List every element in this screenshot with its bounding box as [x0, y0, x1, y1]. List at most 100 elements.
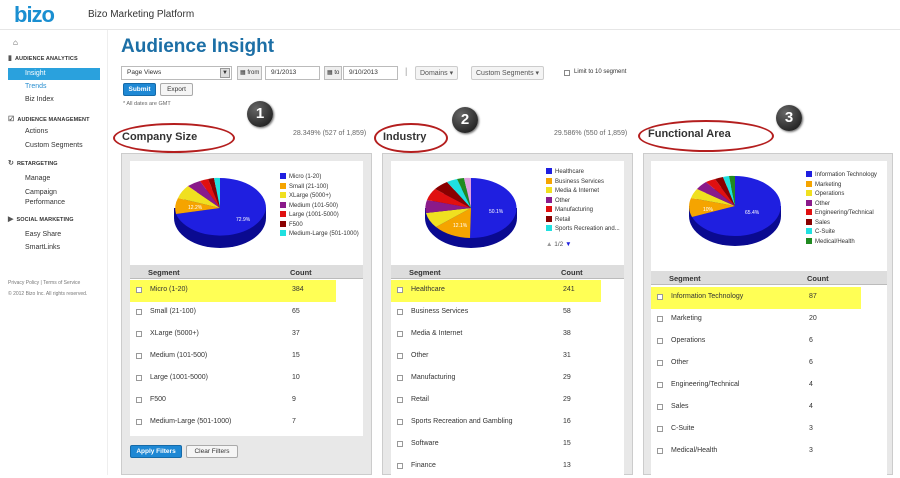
limit-checkbox[interactable] — [564, 70, 570, 76]
table-row[interactable]: Other 31 — [391, 346, 624, 368]
legend-swatch — [280, 211, 286, 217]
row-checkbox[interactable] — [657, 404, 663, 410]
row-checkbox[interactable] — [657, 338, 663, 344]
row-checkbox[interactable] — [657, 294, 663, 300]
row-checkbox[interactable] — [136, 419, 142, 425]
row-checkbox[interactable] — [397, 463, 403, 469]
legend-item: Other — [806, 199, 877, 210]
table-row[interactable]: F500 9 — [130, 390, 363, 412]
table-row[interactable]: Sports Recreation and Gambling 16 — [391, 412, 624, 434]
table-row[interactable]: Media & Internet 38 — [391, 324, 624, 346]
row-checkbox[interactable] — [397, 353, 403, 359]
export-button[interactable]: Export — [160, 83, 193, 96]
sidebar-item-easy-share[interactable]: Easy Share — [25, 231, 62, 238]
sidebar-item-manage[interactable]: Manage — [25, 175, 51, 182]
row-checkbox[interactable] — [136, 309, 142, 315]
col-count[interactable]: Count — [561, 268, 583, 277]
table-row[interactable]: Small (21-100) 65 — [130, 302, 363, 324]
sidebar-item-trends[interactable]: Trends — [25, 83, 47, 90]
legend-item: XLarge (5000+) — [280, 192, 359, 202]
table-row[interactable]: Manufacturing 29 — [391, 368, 624, 390]
from-date-button[interactable]: ▦ from — [237, 66, 263, 80]
row-highlight — [130, 280, 336, 302]
custom-segments-dropdown[interactable]: Custom Segments ▾ — [471, 66, 545, 80]
legend-item: Other — [546, 196, 620, 207]
row-checkbox[interactable] — [397, 397, 403, 403]
row-checkbox[interactable] — [397, 331, 403, 337]
row-checkbox[interactable] — [657, 382, 663, 388]
row-checkbox[interactable] — [136, 353, 142, 359]
table-header: Segment Count — [651, 271, 887, 285]
row-checkbox[interactable] — [136, 331, 142, 337]
table-row[interactable]: Medium (101-500) 15 — [130, 346, 363, 368]
row-checkbox[interactable] — [136, 397, 142, 403]
row-checkbox[interactable] — [657, 448, 663, 454]
to-date-input[interactable]: 9/10/2013 — [343, 66, 398, 80]
legend-item: Information Technology — [806, 171, 877, 181]
submit-button[interactable]: Submit — [123, 83, 156, 96]
table-row[interactable]: Information Technology 87 — [651, 287, 887, 309]
to-date-button[interactable]: ▦ to — [324, 66, 343, 80]
bizo-logo[interactable]: bizo — [14, 2, 55, 27]
panel-pct: 28.349% (527 of 1,859) — [293, 130, 367, 137]
table-row[interactable]: Marketing 20 — [651, 309, 887, 331]
sidebar-item-biz-index[interactable]: Biz Index — [25, 96, 54, 103]
col-segment[interactable]: Segment — [669, 274, 701, 283]
col-count[interactable]: Count — [807, 274, 829, 283]
clear-filters-button[interactable]: Clear Filters — [186, 445, 238, 458]
col-segment[interactable]: Segment — [409, 268, 441, 277]
sidebar-item-insight[interactable]: Insight — [8, 68, 100, 80]
pie-label: 10% — [703, 207, 714, 213]
refresh-icon: ↻ — [8, 160, 14, 167]
panel-inner: 65.4% 10% Information Technology Marketi… — [651, 161, 887, 476]
legend-pager[interactable]: ▲ 1/2 ▼ — [546, 241, 572, 248]
legend-item: Engineering/Technical — [806, 209, 877, 219]
metric-select[interactable]: Page Views ▼ — [121, 66, 232, 80]
row-checkbox[interactable] — [397, 287, 403, 293]
table-row[interactable]: C-Suite 3 — [651, 419, 887, 441]
col-count[interactable]: Count — [290, 268, 312, 277]
row-checkbox[interactable] — [397, 375, 403, 381]
domains-dropdown[interactable]: Domains ▾ — [415, 66, 459, 80]
sidebar-item-smartlinks[interactable]: SmartLinks — [25, 244, 61, 251]
table-row[interactable]: Engineering/Technical 4 — [651, 375, 887, 397]
row-checkbox[interactable] — [657, 316, 663, 322]
sidebar-item-performance[interactable]: Performance — [25, 199, 66, 206]
row-checkbox[interactable] — [397, 419, 403, 425]
legend-swatch — [280, 201, 286, 208]
footer-links[interactable]: Privacy Policy | Terms of Service — [8, 280, 81, 286]
pager-prev-icon[interactable]: ▲ — [546, 241, 553, 248]
divider: | — [405, 66, 408, 76]
row-checkbox[interactable] — [657, 426, 663, 432]
table-row[interactable]: XLarge (5000+) 37 — [130, 324, 363, 346]
sidebar-item-actions[interactable]: Actions — [25, 128, 48, 135]
table-row[interactable]: Healthcare 241 — [391, 280, 624, 302]
sidebar-item-campaign[interactable]: Campaign — [25, 189, 57, 196]
col-segment[interactable]: Segment — [148, 268, 180, 277]
apply-filters-button[interactable]: Apply Filters — [130, 445, 182, 458]
legend-item: Media & Internet — [546, 187, 620, 197]
table-row[interactable]: Medical/Health 3 — [651, 441, 887, 463]
pager-next-icon[interactable]: ▼ — [565, 241, 572, 248]
table-row[interactable]: Software 15 — [391, 434, 624, 456]
panel-inner: 50.1% 12.1% Healthcare Business Services… — [391, 161, 624, 476]
row-highlight — [651, 287, 861, 309]
table-row[interactable]: Other 6 — [651, 353, 887, 375]
sidebar-item-custom-segments[interactable]: Custom Segments — [25, 142, 83, 149]
table-row[interactable]: Finance 13 — [391, 456, 624, 478]
table-row[interactable]: Business Services 58 — [391, 302, 624, 324]
row-checkbox[interactable] — [397, 441, 403, 447]
table-row[interactable]: Sales 4 — [651, 397, 887, 419]
table-row[interactable]: Operations 6 — [651, 331, 887, 353]
home-icon[interactable]: ⌂ — [13, 38, 18, 47]
table-row[interactable]: Retail 29 — [391, 390, 624, 412]
table-row[interactable]: Micro (1-20) 384 — [130, 280, 363, 302]
from-date-input[interactable]: 9/1/2013 — [265, 66, 320, 80]
legend-item: Sports Recreation and... — [546, 225, 620, 235]
row-checkbox[interactable] — [657, 360, 663, 366]
table-row[interactable]: Medium-Large (501-1000) 7 — [130, 412, 363, 434]
row-checkbox[interactable] — [397, 309, 403, 315]
table-row[interactable]: Large (1001-5000) 10 — [130, 368, 363, 390]
row-checkbox[interactable] — [136, 375, 142, 381]
row-checkbox[interactable] — [136, 287, 142, 293]
